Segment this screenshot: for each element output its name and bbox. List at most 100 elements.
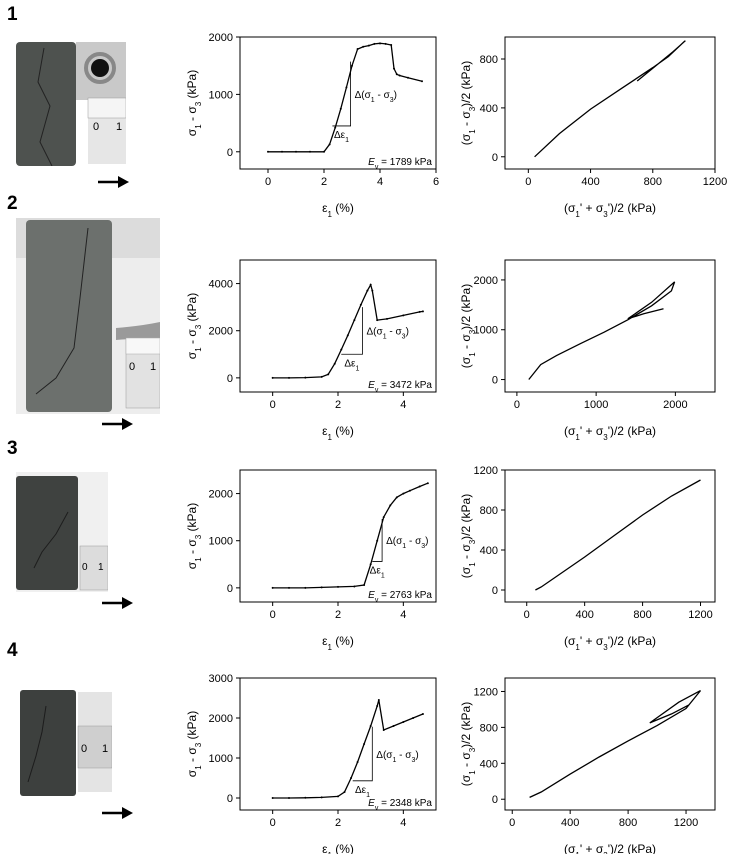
- p3-stress-strain-y-tick-label: 1000: [209, 536, 233, 548]
- p1-stress-path-y-label: (σ1 - σ3)/2 (kPa): [459, 61, 477, 145]
- p2-stress-strain-data-point: [288, 376, 290, 379]
- p3-stress-path-y-tick-label: 0: [492, 585, 498, 597]
- p3-stress-strain-data-point: [363, 584, 366, 587]
- p1-stress-strain-data-point: [362, 45, 365, 48]
- p4-stress-path-y-label: (σ1 - σ3)/2 (kPa): [459, 702, 477, 786]
- p1-stress-strain-data-point: [395, 73, 398, 76]
- p4-stress-path-x-tick-label: 1200: [674, 817, 698, 829]
- p3-stress-strain-data-point: [389, 504, 392, 507]
- ruler-mark-1: 1: [102, 743, 108, 755]
- p2-stress-strain-data-point: [376, 319, 379, 322]
- p1-stress-path-y-tick-label: 0: [492, 152, 498, 164]
- p1-stress-path-x-label: (σ1' + σ3')/2 (kPa): [564, 201, 656, 219]
- p2-stress-strain-series-line: [272, 283, 424, 379]
- p4-stress-strain-x-tick-label: 4: [400, 817, 406, 829]
- p1-stress-strain-data-point: [367, 44, 370, 47]
- p1-stress-strain-frame: [239, 36, 437, 170]
- p2-stress-path-series-line: [528, 281, 676, 380]
- p1-stress-strain-series-line: [268, 42, 423, 153]
- p3-stress-path-y-tick-label: 800: [480, 505, 498, 517]
- arrow-right-icon: [102, 418, 133, 430]
- specimen-image-3: 0 1: [16, 472, 108, 592]
- arrow-right-icon: [98, 176, 129, 188]
- p1-stress-strain-y-tick-label: 2000: [209, 32, 233, 44]
- p2-stress-strain-data-point: [366, 289, 369, 292]
- p2-stress-strain-modulus-label: Ev = 3472 kPa: [368, 380, 432, 394]
- p4-stress-strain-delta-strain-label: Δε1: [355, 785, 370, 799]
- p3-stress-strain-data-point: [408, 489, 411, 492]
- p4-stress-strain-data-point: [320, 796, 323, 799]
- ruler-mark-0: 0: [129, 361, 135, 373]
- ruler-mark-1: 1: [116, 121, 122, 133]
- p3-stress-path-x-tick-label: 0: [524, 609, 530, 621]
- p3-stress-strain-data-point: [369, 563, 372, 566]
- p2-stress-strain-data-point: [402, 314, 405, 317]
- p4-stress-strain-data-point: [343, 791, 346, 793]
- p1-stress-strain-data-point: [323, 150, 325, 153]
- p3-stress-strain-data-point: [382, 516, 385, 519]
- p4-stress-strain-y-tick-label: 0: [227, 793, 233, 805]
- p2-stress-path-x-tick-label: 0: [514, 399, 520, 411]
- p2-stress-path-x-label: (σ1' + σ3')/2 (kPa): [564, 424, 656, 442]
- p1-stress-strain-data-point: [407, 76, 409, 79]
- p2-stress-strain-x-tick-label: 2: [335, 399, 341, 411]
- p3-stress-strain-slope-triangle: [372, 519, 383, 562]
- p4-stress-path-x-tick-label: 400: [561, 817, 579, 829]
- p2-stress-strain-slope-triangle: [341, 307, 363, 355]
- p1-stress-strain-slope-triangle: [332, 61, 352, 127]
- p4-stress-strain-data-point: [271, 797, 274, 799]
- p4-stress-strain-y-tick-label: 1000: [209, 753, 233, 765]
- p3-stress-strain-data-point: [418, 485, 421, 488]
- p4-stress-strain-frame: [239, 677, 437, 811]
- specimen-image-4: 0 1: [16, 686, 112, 800]
- panel-label-1: 1: [7, 4, 18, 25]
- ruler-mark-1: 1: [150, 361, 156, 373]
- p1-stress-strain-x-tick-label: 2: [321, 176, 327, 188]
- p4-stress-strain-data-point: [356, 761, 359, 763]
- specimen-image-1: 0 1: [16, 42, 126, 166]
- p3-stress-strain-x-tick-label: 0: [270, 609, 276, 621]
- p4-stress-strain-data-point: [350, 777, 353, 779]
- arrow-right-icon: [102, 807, 133, 819]
- p1-stress-strain-data-point: [356, 48, 359, 51]
- p2-stress-strain-x-tick-label: 0: [270, 399, 276, 411]
- p2-stress-strain-data-point: [333, 362, 336, 365]
- p3-stress-path-y-tick-label: 400: [480, 545, 498, 557]
- p3-stress-strain-y-label: σ1 - σ3 (kPa): [185, 503, 203, 569]
- p3-stress-strain-modulus-label: Ev = 2763 kPa: [368, 590, 432, 604]
- p1-stress-path-x-tick-label: 800: [644, 176, 662, 188]
- p4-stress-path-x-tick-label: 800: [619, 817, 637, 829]
- p1-stress-path-series-line: [534, 40, 686, 158]
- p3-stress-path-series-line: [535, 479, 701, 591]
- p3-stress-strain-y-tick-label: 2000: [209, 489, 233, 501]
- p4-stress-path-x-label: (σ1' + σ3')/2 (kPa): [564, 842, 656, 854]
- p3-stress-strain-data-point: [337, 585, 339, 588]
- p3-stress-strain-y-tick-label: 0: [227, 583, 233, 595]
- panel-label-2: 2: [7, 193, 18, 214]
- p2-stress-strain-data-point: [371, 289, 374, 292]
- p3-stress-path-frame: [504, 469, 716, 603]
- p1-stress-strain-x-tick-label: 0: [265, 176, 271, 188]
- p4-stress-strain-modulus-label: Ev = 2348 kPa: [368, 798, 432, 812]
- p3-stress-strain-data-point: [353, 585, 356, 588]
- p4-stress-strain-data-point: [304, 796, 307, 799]
- p1-stress-strain-data-point: [398, 74, 401, 77]
- p2-stress-strain-delta-stress-label: Δ(σ1 - σ3): [367, 327, 409, 341]
- p2-stress-strain-y-tick-label: 0: [227, 373, 233, 385]
- p4-stress-strain-slope-triangle: [352, 726, 373, 782]
- p4-stress-strain-data-point: [363, 743, 366, 745]
- p3-stress-strain-delta-stress-label: Δ(σ1 - σ3): [386, 536, 428, 550]
- p3-stress-strain-data-point: [395, 496, 398, 499]
- p4-stress-path-series-line: [529, 690, 702, 798]
- p2-stress-strain-data-point: [418, 310, 421, 313]
- p3-stress-strain-data-point: [402, 492, 405, 495]
- p1-stress-strain-y-label: σ1 - σ3 (kPa): [185, 70, 203, 136]
- p4-stress-path-y-tick-label: 800: [480, 722, 498, 734]
- p1-stress-strain-data-point: [281, 150, 283, 153]
- p4-stress-strain-data-point: [377, 699, 380, 701]
- p2-stress-strain-data-point: [386, 317, 388, 320]
- p4-stress-strain-data-point: [421, 713, 424, 715]
- p3-stress-strain-x-tick-label: 2: [335, 609, 341, 621]
- p2-stress-path-y-tick-label: 2000: [474, 275, 498, 287]
